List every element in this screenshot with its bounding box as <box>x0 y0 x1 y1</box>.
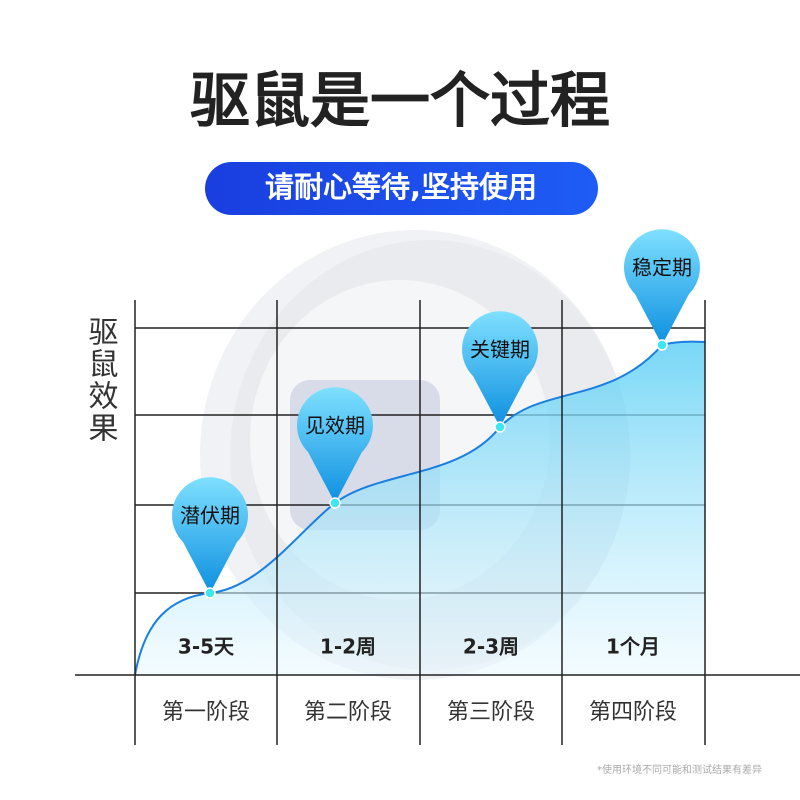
pin-label: 稳定期 <box>632 256 692 280</box>
duration: 3-5天 <box>178 635 235 659</box>
pin-label: 潜伏期 <box>180 504 240 528</box>
effect-curve <box>134 340 706 676</box>
y-axis-label: 驱鼠效果 <box>83 316 119 444</box>
pin <box>462 311 538 427</box>
stage-name: 第三阶段 <box>447 700 535 725</box>
title: 驱鼠是一个过程 <box>190 67 610 137</box>
pin-dot <box>329 497 341 509</box>
footnote: *使用环境不同可能和测试结果有差异 <box>597 763 762 776</box>
stage-name: 第一阶段 <box>162 700 250 725</box>
stage-name: 第二阶段 <box>304 700 392 725</box>
pin-dot <box>494 421 506 433</box>
frame <box>75 300 800 745</box>
subtitle: 请耐心等待,坚持使用 <box>265 170 537 204</box>
duration: 1-2周 <box>320 635 376 659</box>
pin <box>623 229 700 345</box>
pin <box>172 477 248 593</box>
pin-dot <box>204 587 216 599</box>
pin-label: 关键期 <box>470 338 530 362</box>
pin-label: 见效期 <box>305 414 365 438</box>
pin-dot <box>656 339 668 351</box>
subtitle-pill <box>205 162 598 215</box>
stage-name: 第四阶段 <box>589 700 677 725</box>
duration: 1个月 <box>606 635 660 659</box>
duration: 2-3周 <box>463 635 519 659</box>
pin <box>297 387 373 503</box>
